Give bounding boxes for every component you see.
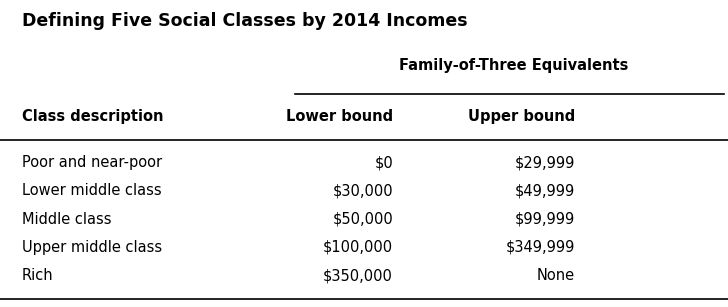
Text: Upper middle class: Upper middle class [22, 240, 162, 255]
Text: Middle class: Middle class [22, 212, 111, 227]
Text: Rich: Rich [22, 268, 53, 283]
Text: $349,999: $349,999 [506, 240, 575, 255]
Text: $29,999: $29,999 [515, 155, 575, 170]
Text: $49,999: $49,999 [515, 183, 575, 198]
Text: Class description: Class description [22, 109, 163, 124]
Text: Defining Five Social Classes by 2014 Incomes: Defining Five Social Classes by 2014 Inc… [22, 12, 467, 30]
Text: $30,000: $30,000 [333, 183, 393, 198]
Text: $350,000: $350,000 [323, 268, 393, 283]
Text: Poor and near-poor: Poor and near-poor [22, 155, 162, 170]
Text: $100,000: $100,000 [323, 240, 393, 255]
Text: Lower bound: Lower bound [286, 109, 393, 124]
Text: $0: $0 [374, 155, 393, 170]
Text: $99,999: $99,999 [515, 212, 575, 227]
Text: Family-of-Three Equivalents: Family-of-Three Equivalents [398, 58, 628, 73]
Text: Lower middle class: Lower middle class [22, 183, 162, 198]
Text: $50,000: $50,000 [333, 212, 393, 227]
Text: Upper bound: Upper bound [468, 109, 575, 124]
Text: None: None [537, 268, 575, 283]
